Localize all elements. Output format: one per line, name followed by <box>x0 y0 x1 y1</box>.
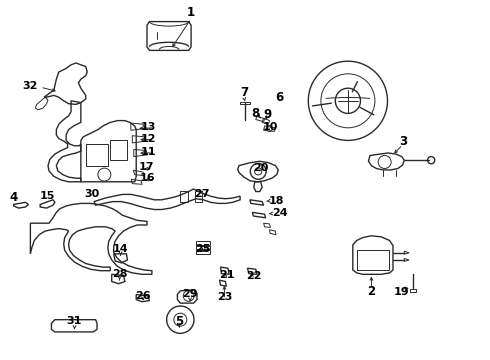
Bar <box>357 250 389 270</box>
Text: 12: 12 <box>140 134 156 144</box>
Text: 22: 22 <box>246 271 262 282</box>
Text: 11: 11 <box>140 147 156 157</box>
Text: 10: 10 <box>262 122 278 132</box>
Text: 30: 30 <box>84 189 100 199</box>
Text: 25: 25 <box>195 244 210 254</box>
Text: 9: 9 <box>263 108 271 121</box>
Text: 1: 1 <box>187 6 195 19</box>
Text: 6: 6 <box>275 91 283 104</box>
Text: 13: 13 <box>140 122 156 132</box>
Text: 29: 29 <box>182 289 198 300</box>
Text: 23: 23 <box>217 292 232 302</box>
Text: 19: 19 <box>394 287 410 297</box>
Text: 28: 28 <box>112 269 127 279</box>
Text: 3: 3 <box>399 135 407 148</box>
Text: 4: 4 <box>10 191 18 204</box>
Text: 5: 5 <box>175 315 183 328</box>
Bar <box>110 140 127 160</box>
Text: 2: 2 <box>368 285 375 298</box>
Text: 21: 21 <box>219 270 234 280</box>
Text: 17: 17 <box>138 162 154 172</box>
Text: 26: 26 <box>135 291 151 301</box>
Bar <box>86 144 108 166</box>
Text: 24: 24 <box>272 208 288 218</box>
Text: 27: 27 <box>194 189 210 199</box>
Text: 15: 15 <box>39 191 55 201</box>
Text: 16: 16 <box>140 173 156 183</box>
Text: 14: 14 <box>113 244 128 254</box>
Text: 7: 7 <box>240 86 248 99</box>
Text: 18: 18 <box>269 195 284 206</box>
Text: 32: 32 <box>23 81 38 91</box>
Text: 20: 20 <box>253 163 269 174</box>
Text: 8: 8 <box>252 107 260 120</box>
Text: 31: 31 <box>67 316 82 326</box>
